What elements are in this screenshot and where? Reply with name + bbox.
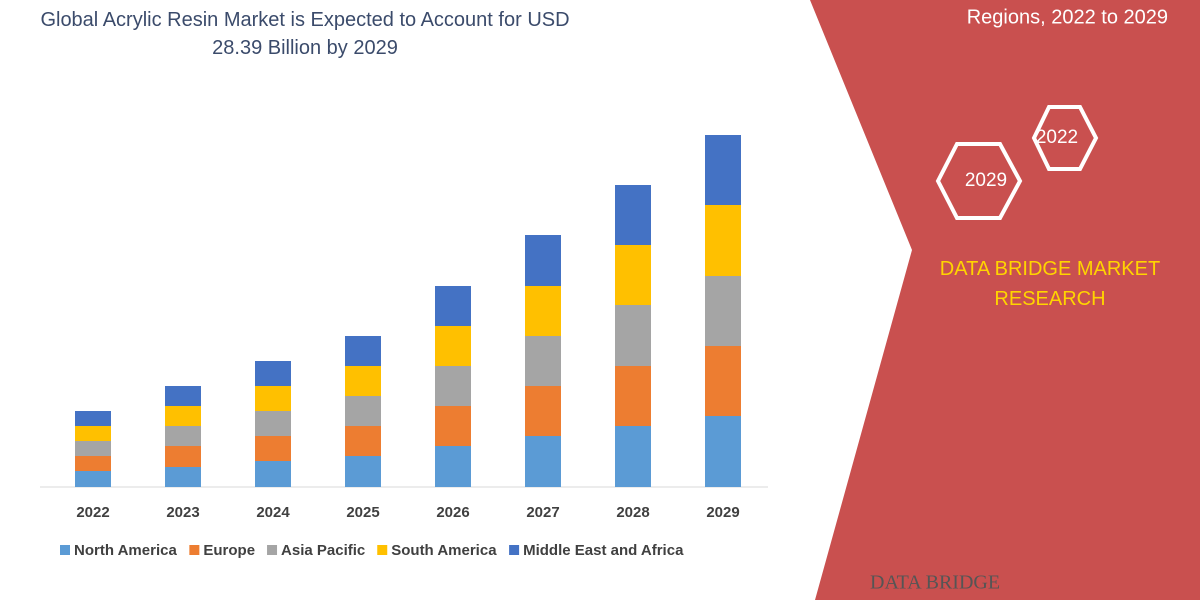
bar-segment	[435, 446, 471, 487]
bar-segment	[705, 135, 741, 205]
bar-segment	[255, 436, 291, 461]
subtitle: Regions, 2022 to 2029	[967, 6, 1168, 28]
x-tick-label: 2029	[706, 504, 739, 521]
bar-segment	[435, 366, 471, 406]
bar-segment	[525, 436, 561, 487]
bar-segment	[165, 406, 201, 426]
bar-segment	[615, 185, 651, 245]
bar-segment	[75, 441, 111, 456]
bar-segment	[75, 426, 111, 441]
bar-segment	[345, 336, 381, 366]
bar-segment	[615, 305, 651, 366]
hex-label: 2029	[965, 170, 1007, 191]
x-tick-label: 2028	[616, 504, 649, 521]
bar-segment	[615, 366, 651, 426]
bar-segment	[75, 456, 111, 471]
legend-swatch	[509, 545, 520, 555]
bar-segment	[345, 426, 381, 456]
bar-segment	[75, 411, 111, 426]
bar-segment	[255, 411, 291, 436]
legend-swatch	[189, 545, 200, 555]
hex-label: 2022	[1036, 127, 1078, 148]
bar-segment	[255, 461, 291, 487]
bar-segment	[525, 235, 561, 286]
bar-segment	[165, 426, 201, 446]
legend-label: North America	[74, 542, 177, 559]
bar-segment	[435, 326, 471, 366]
logo: DATA BRIDGE	[870, 572, 1000, 594]
bar-segment	[435, 286, 471, 326]
bar-segment	[705, 276, 741, 346]
x-tick-label: 2024	[256, 504, 290, 521]
side-panel	[810, 0, 1200, 600]
bar-segment	[345, 456, 381, 487]
bar-segment	[165, 467, 201, 487]
bar-segment	[525, 286, 561, 336]
legend-label: South America	[391, 542, 497, 559]
bar-segment	[165, 386, 201, 406]
hexagon	[1031, 105, 1099, 171]
chart-title: Global Acrylic Resin Market is Expected …	[40, 9, 570, 59]
x-tick-label: 2025	[346, 504, 379, 521]
legend-label: Asia Pacific	[281, 542, 365, 559]
x-tick-label: 2026	[436, 504, 469, 521]
bar-segment	[525, 386, 561, 436]
x-tick-label: 2023	[166, 504, 199, 521]
bar-segment	[255, 386, 291, 411]
bar-segment	[435, 406, 471, 446]
hexagon	[935, 142, 1023, 220]
bar-segment	[615, 426, 651, 487]
bar-segment	[615, 245, 651, 305]
bar-segment	[345, 396, 381, 426]
bar-segment	[345, 366, 381, 396]
bar-segment	[705, 205, 741, 276]
legend-swatch	[377, 545, 388, 555]
bar-segment	[525, 336, 561, 386]
bar-segment	[705, 416, 741, 487]
bar-segment	[255, 361, 291, 386]
legend-swatch	[60, 545, 70, 555]
legend-swatch	[267, 545, 278, 555]
bar-segment	[705, 346, 741, 416]
legend-label: Europe	[203, 542, 255, 559]
bar-segment	[165, 446, 201, 467]
x-tick-label: 2022	[76, 504, 109, 521]
bar-segment	[75, 471, 111, 487]
company-name: DATA BRIDGE MARKET RESEARCH	[939, 258, 1161, 310]
x-tick-label: 2027	[526, 504, 559, 521]
legend-label: Middle East and Africa	[523, 542, 684, 559]
